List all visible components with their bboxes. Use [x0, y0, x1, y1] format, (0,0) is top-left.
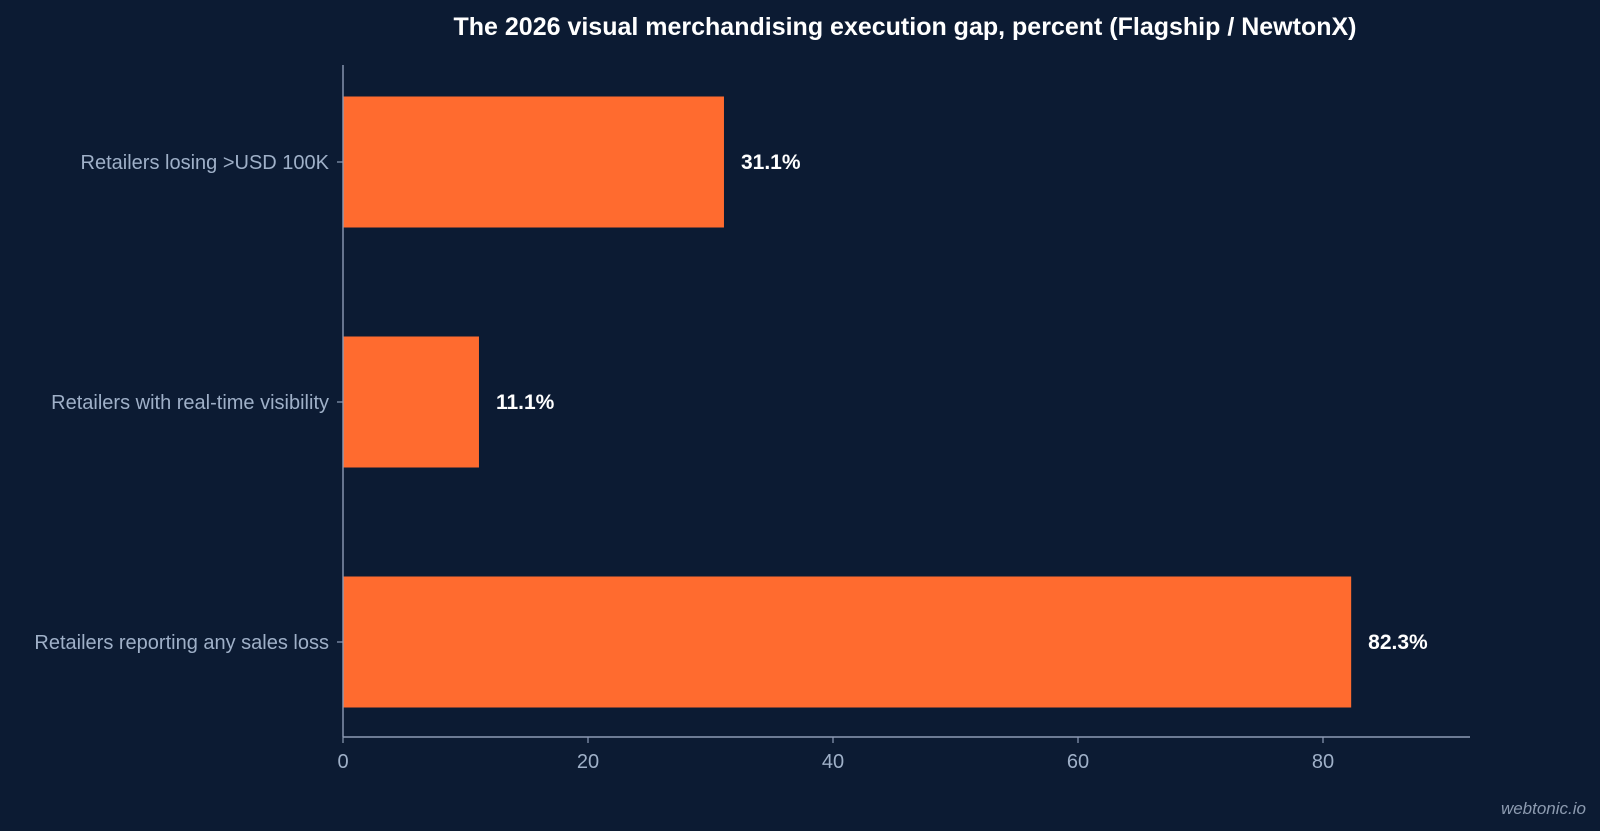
data-label: 82.3% — [1368, 631, 1428, 654]
category-label: Retailers losing >USD 100K — [81, 152, 330, 174]
bar — [343, 336, 479, 468]
axes-layer: Retailers losing >USD 100K Retailers with… — [34, 65, 1470, 773]
x-tick-label: 60 — [1067, 751, 1089, 773]
x-tick-label: 0 — [337, 751, 348, 773]
x-tick-label: 20 — [577, 751, 599, 773]
data-label: 31.1% — [741, 151, 801, 174]
category-label: Retailers reporting any sales loss — [34, 632, 329, 654]
watermark: webtonic.io — [1500, 799, 1586, 818]
data-label: 11.1% — [496, 391, 555, 414]
bar — [343, 576, 1352, 708]
x-tick-label: 80 — [1312, 751, 1334, 773]
chart-title: The 2026 visual merchandising execution … — [454, 13, 1357, 41]
x-tick-label: 40 — [822, 751, 844, 773]
bar — [343, 96, 724, 228]
category-label: Retailers with real-time visibility — [51, 392, 329, 414]
bars-layer: 31.1% 11.1% 82.3% — [343, 96, 1428, 708]
